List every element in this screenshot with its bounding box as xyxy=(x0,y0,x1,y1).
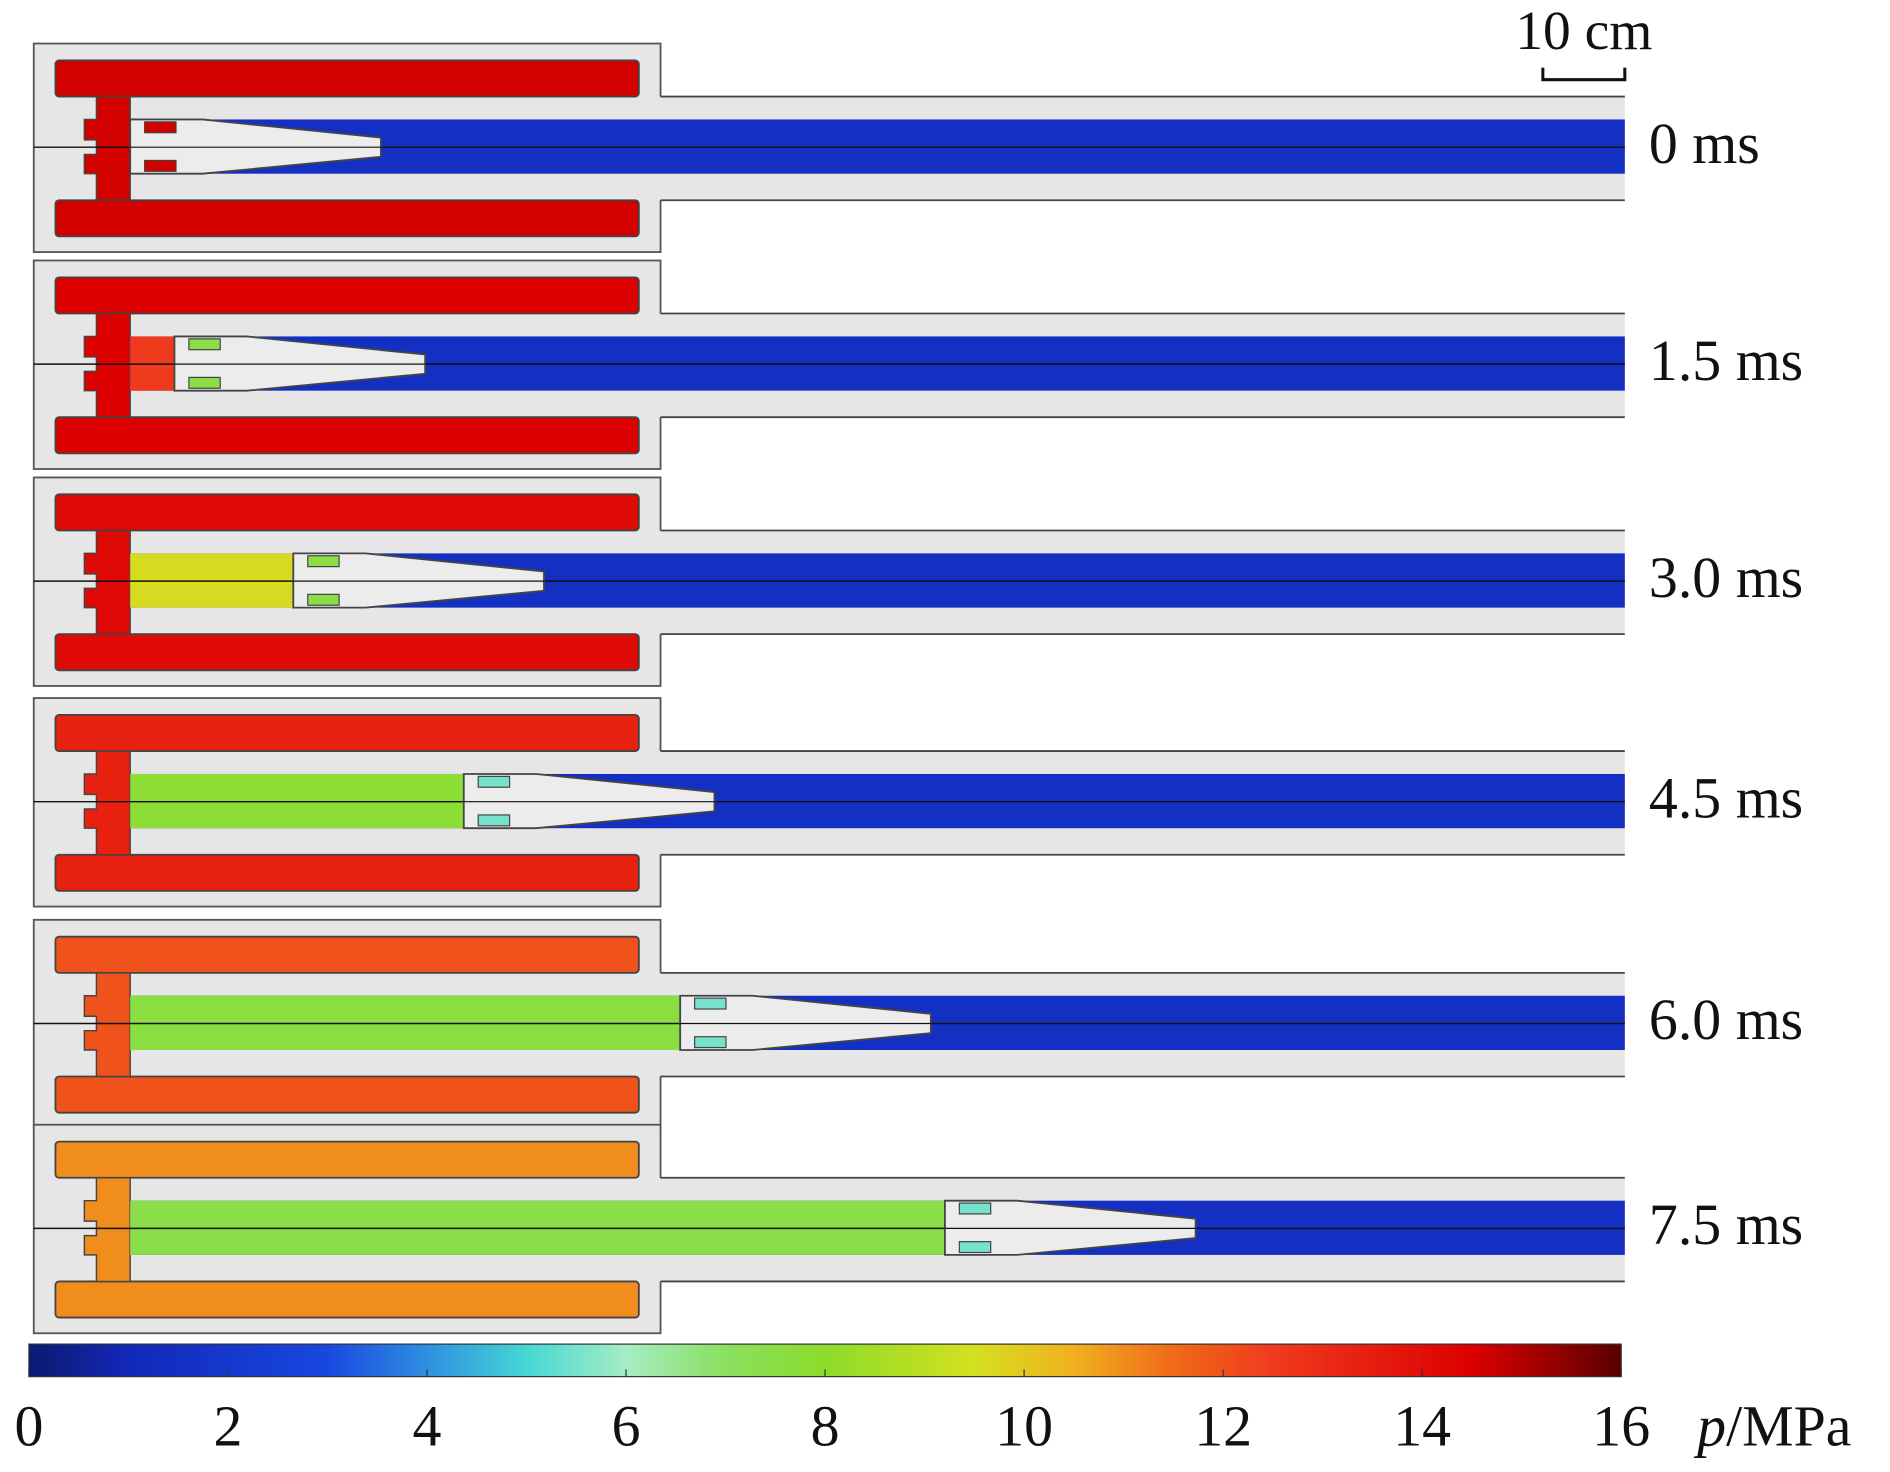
sabot-seal xyxy=(144,159,177,172)
time-label: 6.0 ms xyxy=(1649,987,1803,1052)
chamber-top xyxy=(54,1140,640,1179)
frame: 4.5 ms xyxy=(32,697,1803,908)
sabot-seal xyxy=(307,593,340,606)
sabot-seal xyxy=(144,121,177,134)
colorbar-tick-label: 16 xyxy=(1592,1393,1650,1458)
chamber-top xyxy=(54,276,640,315)
sabot-seal xyxy=(958,1202,992,1215)
time-label: 1.5 ms xyxy=(1649,328,1803,393)
sabot-seal xyxy=(188,376,221,389)
chamber-port xyxy=(83,1177,131,1283)
colorbar-tick-label: 8 xyxy=(811,1393,840,1458)
sabot-seal xyxy=(188,338,221,351)
sabot-seal xyxy=(958,1241,992,1254)
sabot-seal xyxy=(307,555,340,568)
time-label: 3.0 ms xyxy=(1649,545,1803,610)
frame: 0 ms xyxy=(32,42,1760,253)
chamber-port xyxy=(83,750,131,856)
sabot-seal xyxy=(477,814,511,827)
colorbar-tick-label: 0 xyxy=(14,1393,43,1458)
chamber-bottom xyxy=(54,416,640,455)
chamber-port xyxy=(83,972,131,1078)
sabot-seal xyxy=(477,775,511,788)
chamber-port xyxy=(83,529,131,635)
colorbar-tick-label: 6 xyxy=(612,1393,641,1458)
time-label: 0 ms xyxy=(1649,111,1760,176)
chamber-top xyxy=(54,493,640,532)
frame: 7.5 ms xyxy=(32,1123,1803,1335)
chamber-top xyxy=(54,714,640,752)
colorbar-unit: /MPa xyxy=(1726,1393,1851,1458)
chamber-top xyxy=(54,935,640,974)
colorbar-tick-label: 14 xyxy=(1393,1393,1451,1458)
colorbar-tick-label: 2 xyxy=(214,1393,243,1458)
sabot-seal xyxy=(694,1036,727,1049)
colorbar-symbol: p xyxy=(1693,1393,1726,1458)
colorbar-tick-label: 12 xyxy=(1194,1393,1252,1458)
frame: 6.0 ms xyxy=(32,918,1803,1130)
time-label: 4.5 ms xyxy=(1649,765,1803,830)
chamber-bottom xyxy=(54,199,640,238)
time-label: 7.5 ms xyxy=(1649,1192,1803,1257)
scale-bar-label: 10 cm xyxy=(1515,0,1652,61)
frame: 3.0 ms xyxy=(32,476,1803,687)
chamber-port xyxy=(83,312,131,418)
colorbar-tick-label: 10 xyxy=(995,1393,1053,1458)
sabot-seal xyxy=(694,997,727,1010)
frame: 1.5 ms xyxy=(32,259,1803,470)
chamber-port xyxy=(83,95,131,201)
chamber-bottom xyxy=(54,633,640,672)
chamber-top xyxy=(54,59,640,98)
scale-bar xyxy=(1541,67,1627,82)
chamber-bottom xyxy=(54,1280,640,1319)
chamber-bottom xyxy=(54,1075,640,1114)
chamber-bottom xyxy=(54,853,640,892)
colorbar-tick-label: 4 xyxy=(413,1393,442,1458)
